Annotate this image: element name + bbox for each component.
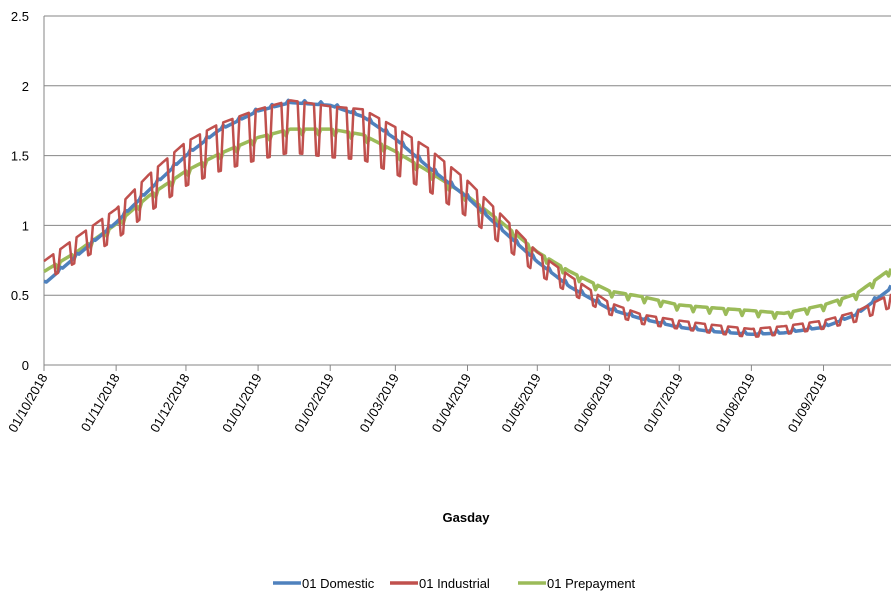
series-lines: [43, 98, 891, 338]
x-tick-label: 01/11/2018: [78, 371, 123, 434]
x-tick-label: 01/07/2019: [640, 371, 686, 435]
x-tick-label: 01/08/2019: [712, 371, 758, 435]
y-tick-label: 1: [22, 218, 29, 233]
x-tick-label: 01/01/2019: [219, 371, 265, 435]
x-tick-label: 01/02/2019: [291, 371, 337, 435]
x-tick-label: 01/03/2019: [356, 371, 402, 435]
x-tick-label: 01/05/2019: [498, 371, 544, 435]
y-tick-label: 1.5: [11, 149, 29, 164]
x-axis: 01/10/2018 01/11/2018 01/12/2018 01/01/2019…: [5, 364, 891, 435]
y-tick-label: 0: [22, 358, 29, 373]
series-line: [43, 99, 891, 338]
series-line: [43, 127, 891, 320]
legend-label: 01 Industrial: [419, 576, 490, 591]
y-axis: 0 0.5 1 1.5 2 2.5: [11, 9, 45, 373]
gridlines: [44, 15, 891, 296]
y-tick-label: 2: [22, 79, 29, 94]
x-tick-label: 01/12/2018: [147, 371, 193, 435]
x-tick-label: 01/09/2019: [785, 371, 831, 435]
y-tick-label: 2.5: [11, 9, 29, 24]
legend-label: 01 Prepayment: [547, 576, 636, 591]
x-axis-title: Gasday: [443, 510, 491, 525]
x-tick-label: 01/10/2018: [5, 371, 51, 435]
legend-label: 01 Domestic: [302, 576, 375, 591]
series-line: [43, 98, 891, 337]
x-tick-label: 01/04/2019: [429, 371, 475, 435]
y-tick-label: 0.5: [11, 288, 29, 303]
x-tick-label: 01/06/2019: [571, 371, 617, 435]
legend: 01 Domestic 01 Industrial 01 Prepayment: [273, 576, 636, 591]
